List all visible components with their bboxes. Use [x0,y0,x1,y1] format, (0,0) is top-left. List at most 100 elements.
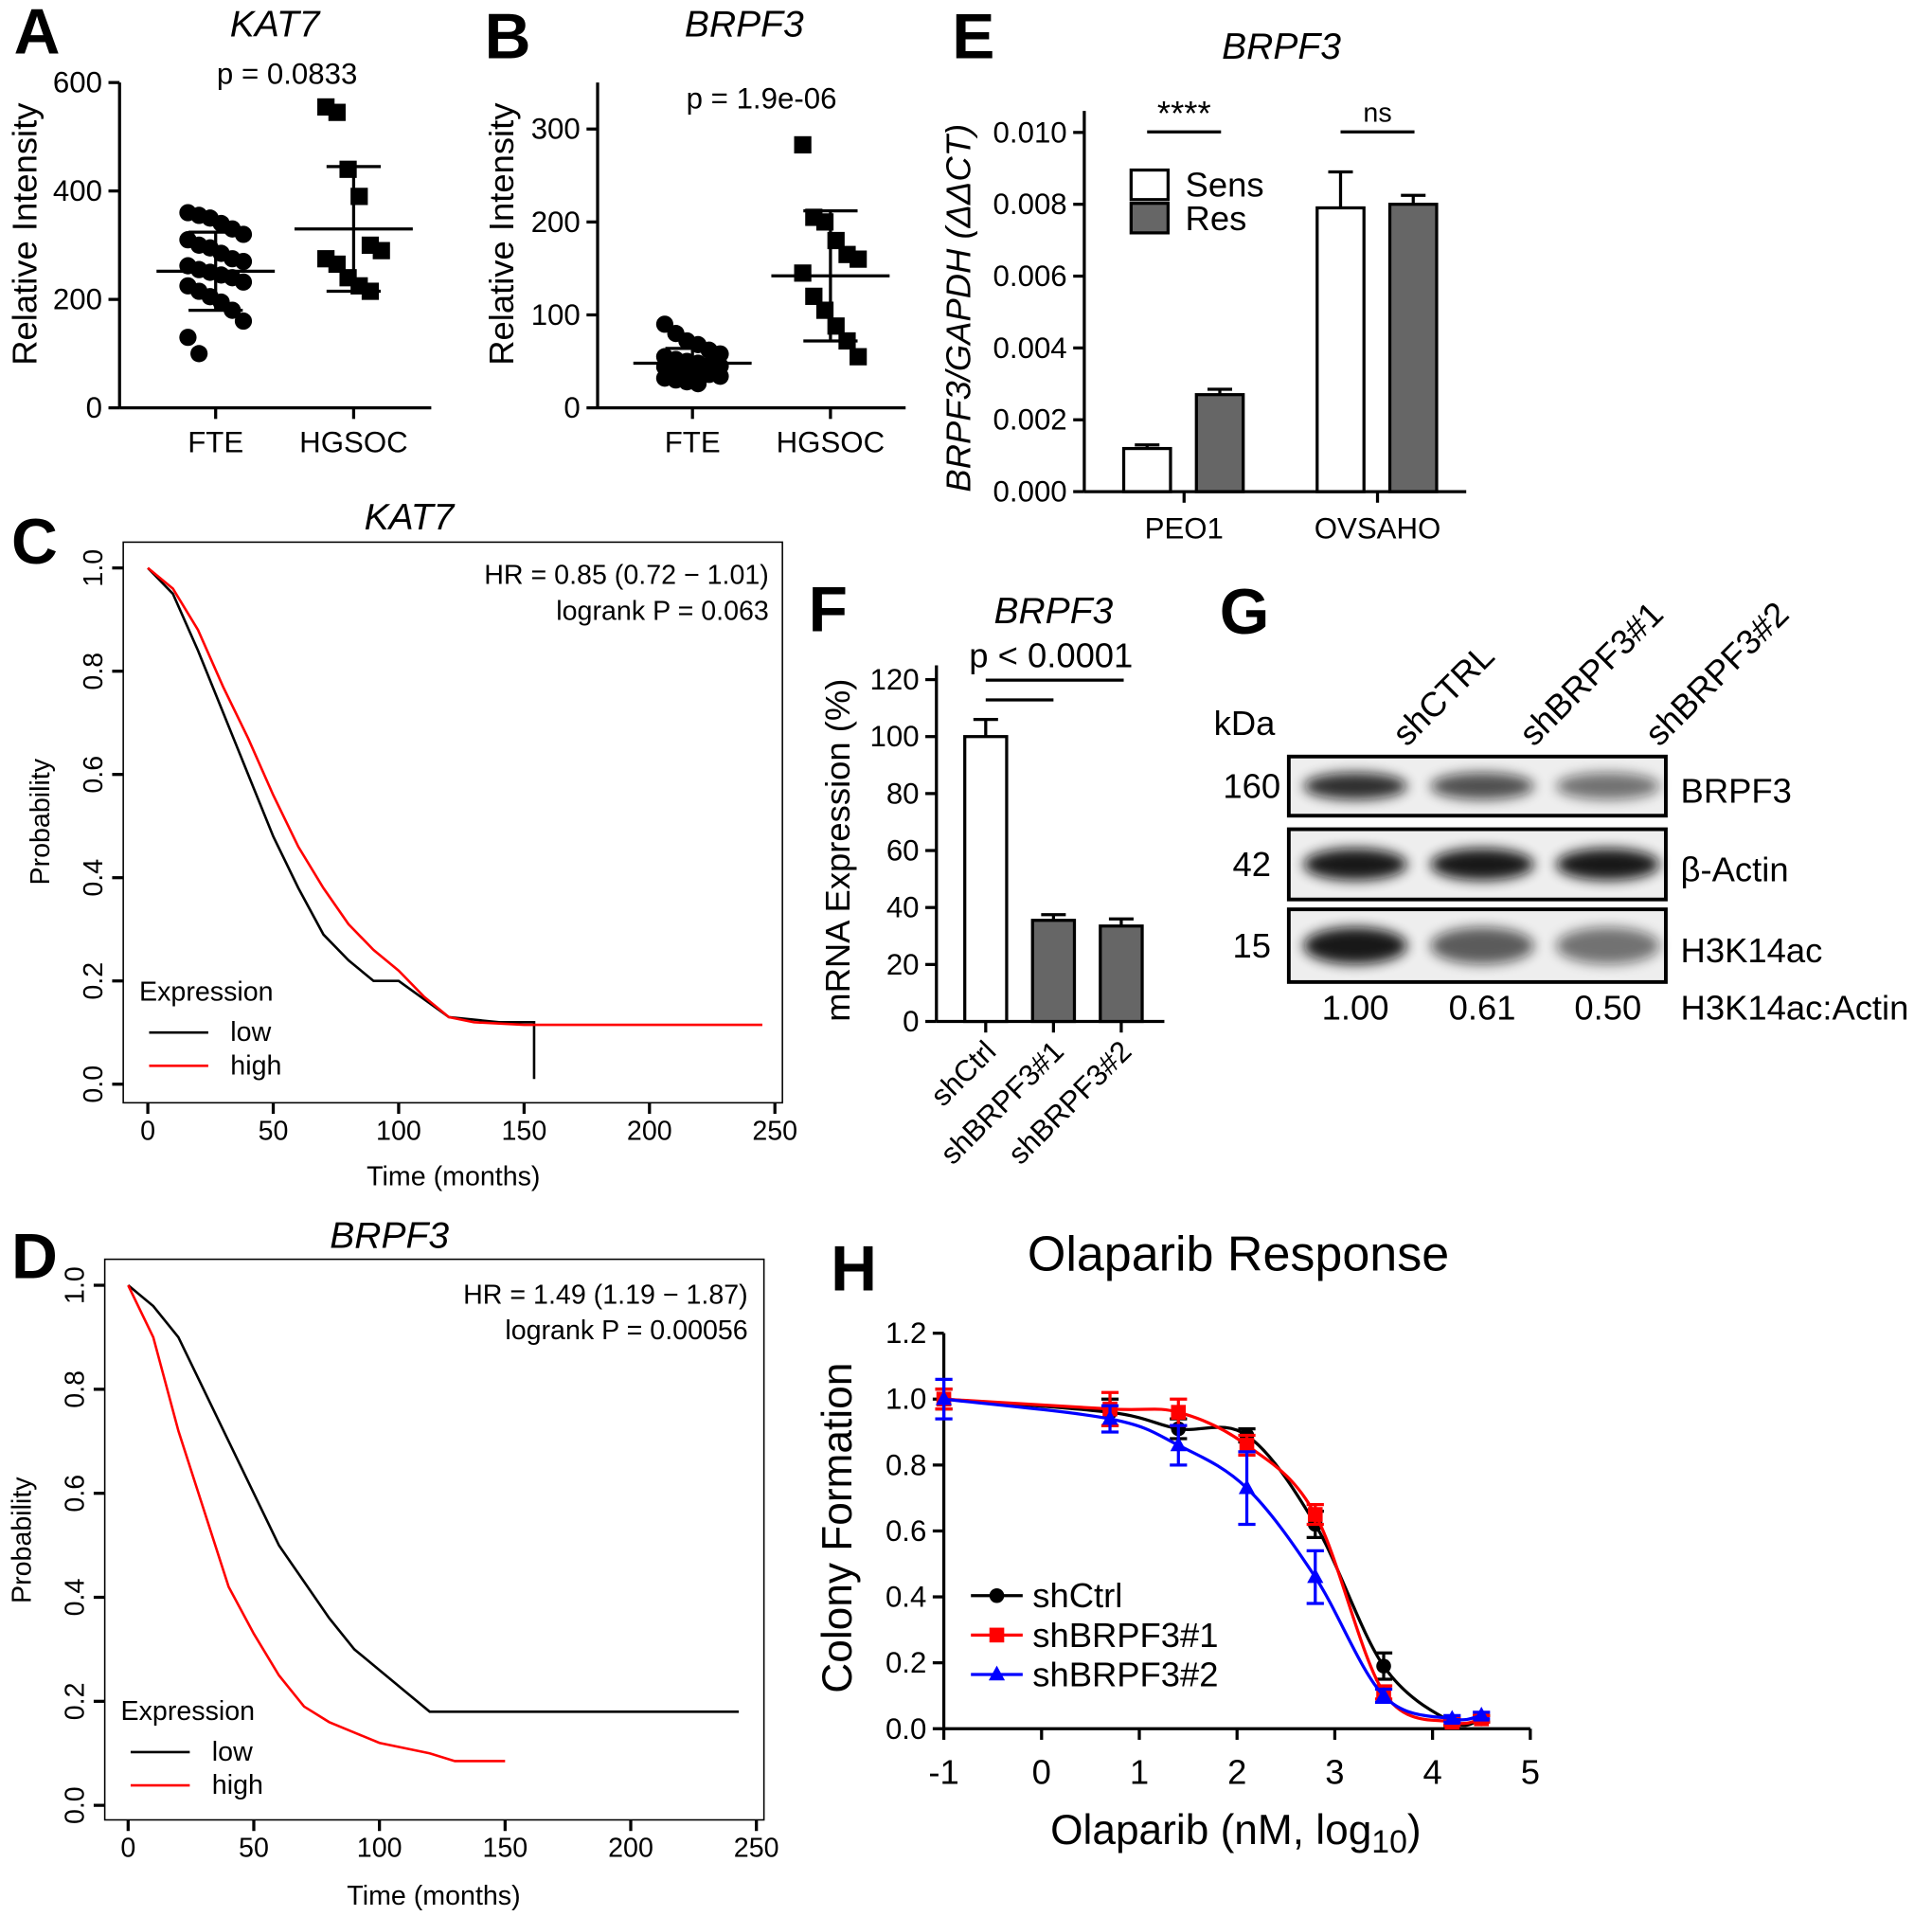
ratio-label: 0.61 [1449,989,1516,1028]
legend-swatch [1129,202,1170,235]
bar [963,735,1009,1024]
legend-label: shBRPF3#1 [1032,1616,1218,1655]
marker [988,1665,1006,1681]
error-bar [1041,913,1066,921]
legend-label: shCtrl [1032,1576,1122,1615]
y-tick-label: 0 [86,391,102,424]
chart-title: KAT7 [365,497,456,538]
chart-title: BRPF3 [330,1215,449,1256]
x-axis-label: Time (months) [367,1161,540,1191]
y-tick-label: 0.004 [993,331,1067,365]
y-axis-label: Probability [26,758,56,885]
y-tick-label: 0.8 [79,653,109,690]
y-tick-label: 0.0 [886,1712,926,1746]
y-tick-label: 0.4 [79,859,109,897]
y-tick-label: 0.0 [79,1065,109,1103]
error-bar [1108,917,1134,926]
marker [1307,1507,1323,1522]
panel-letter: F [809,574,848,645]
legend-label: high [212,1770,263,1800]
sd-bar [803,208,858,343]
annotation: p = 1.9e-06 [687,82,837,116]
marker [372,242,390,260]
y-tick-label: 0.8 [60,1370,90,1408]
x-tick-label: 0 [1032,1752,1051,1791]
y-axis-label: BRPF3/GAPDH (ΔΔCT) [939,124,978,492]
y-tick-label: 300 [531,113,581,146]
chart-title: BRPF3 [1222,27,1341,67]
error-bar [1207,387,1233,395]
x-axis-label-part: ) [1407,1806,1422,1853]
x-tick-label: 100 [357,1833,402,1863]
protein-label: H3K14ac [1681,931,1823,970]
panel-letter: E [952,2,994,73]
y-tick-label: 0.0 [60,1786,90,1824]
band [1556,772,1660,800]
band [1556,926,1660,965]
x-tick-label: PEO1 [1145,512,1224,546]
marker [1375,1687,1392,1702]
protein-label: β-Actin [1681,850,1789,888]
y-tick-label: 0.006 [993,260,1067,293]
marker [1170,1436,1187,1452]
bar [1315,206,1366,493]
x-tick-label: 150 [501,1116,546,1146]
survival-curve [147,566,536,1080]
marker [328,103,346,121]
annotation: logrank P = 0.00056 [505,1316,747,1346]
y-tick-label: 0.4 [60,1579,90,1617]
y-axis-label: mRNA Expression (%) [818,679,857,1022]
chart-title: Olaparib Response [1028,1227,1449,1281]
x-tick-label: HGSOC [777,426,885,459]
error-bar [1328,170,1353,208]
panel-letter: B [485,2,531,73]
annotation: HR = 1.49 (1.19 − 1.87) [463,1280,748,1310]
y-tick-label: 1.0 [886,1383,926,1416]
ratio-label: 1.00 [1322,989,1389,1028]
x-tick-label: 4 [1423,1752,1442,1791]
y-tick-label: 0.4 [886,1581,926,1614]
band [1556,848,1660,881]
panel-letter: C [11,507,58,578]
marker [794,135,812,154]
marker [711,367,729,385]
bar [1099,924,1144,1024]
y-tick-label: 0.2 [886,1646,926,1679]
y-tick-label: 60 [886,834,920,868]
legend-swatch [1129,168,1170,202]
y-tick-label: 0.2 [79,962,109,1000]
x-tick-label: FTE [188,426,243,459]
kda-label: kDa [1214,704,1276,743]
sd-bar [188,230,243,313]
x-tick-label: 3 [1325,1752,1344,1791]
y-tick-label: 1.0 [79,549,109,587]
annotation: **** [1157,94,1211,133]
survival-curve [147,566,762,1027]
y-axis-label: Probability [7,1477,37,1603]
y-tick-label: 40 [886,891,920,924]
bar [1121,446,1172,493]
legend-label: high [230,1050,281,1081]
y-tick-label: 0.010 [993,116,1067,149]
y-tick-label: 200 [53,283,102,316]
x-tick-label: 5 [1521,1752,1540,1791]
marker [1443,1710,1460,1726]
error-bar [973,718,998,737]
legend-label: shBRPF3#2 [1032,1656,1218,1694]
bar [1030,919,1077,1024]
y-tick-label: 1.0 [60,1266,90,1304]
x-tick-label: -1 [928,1752,958,1791]
band [1303,848,1407,881]
marker [234,312,253,331]
y-tick-label: 200 [531,206,581,239]
x-tick-label: 0 [140,1116,155,1146]
annotation: p < 0.0001 [969,636,1133,675]
x-tick-label: HGSOC [299,426,407,459]
band [1430,772,1534,800]
band [1430,848,1534,881]
marker [234,252,253,271]
ratio-title: H3K14ac:Actin [1681,989,1909,1028]
x-tick-label: 1 [1130,1752,1149,1791]
annotation: p = 0.0833 [217,58,357,91]
